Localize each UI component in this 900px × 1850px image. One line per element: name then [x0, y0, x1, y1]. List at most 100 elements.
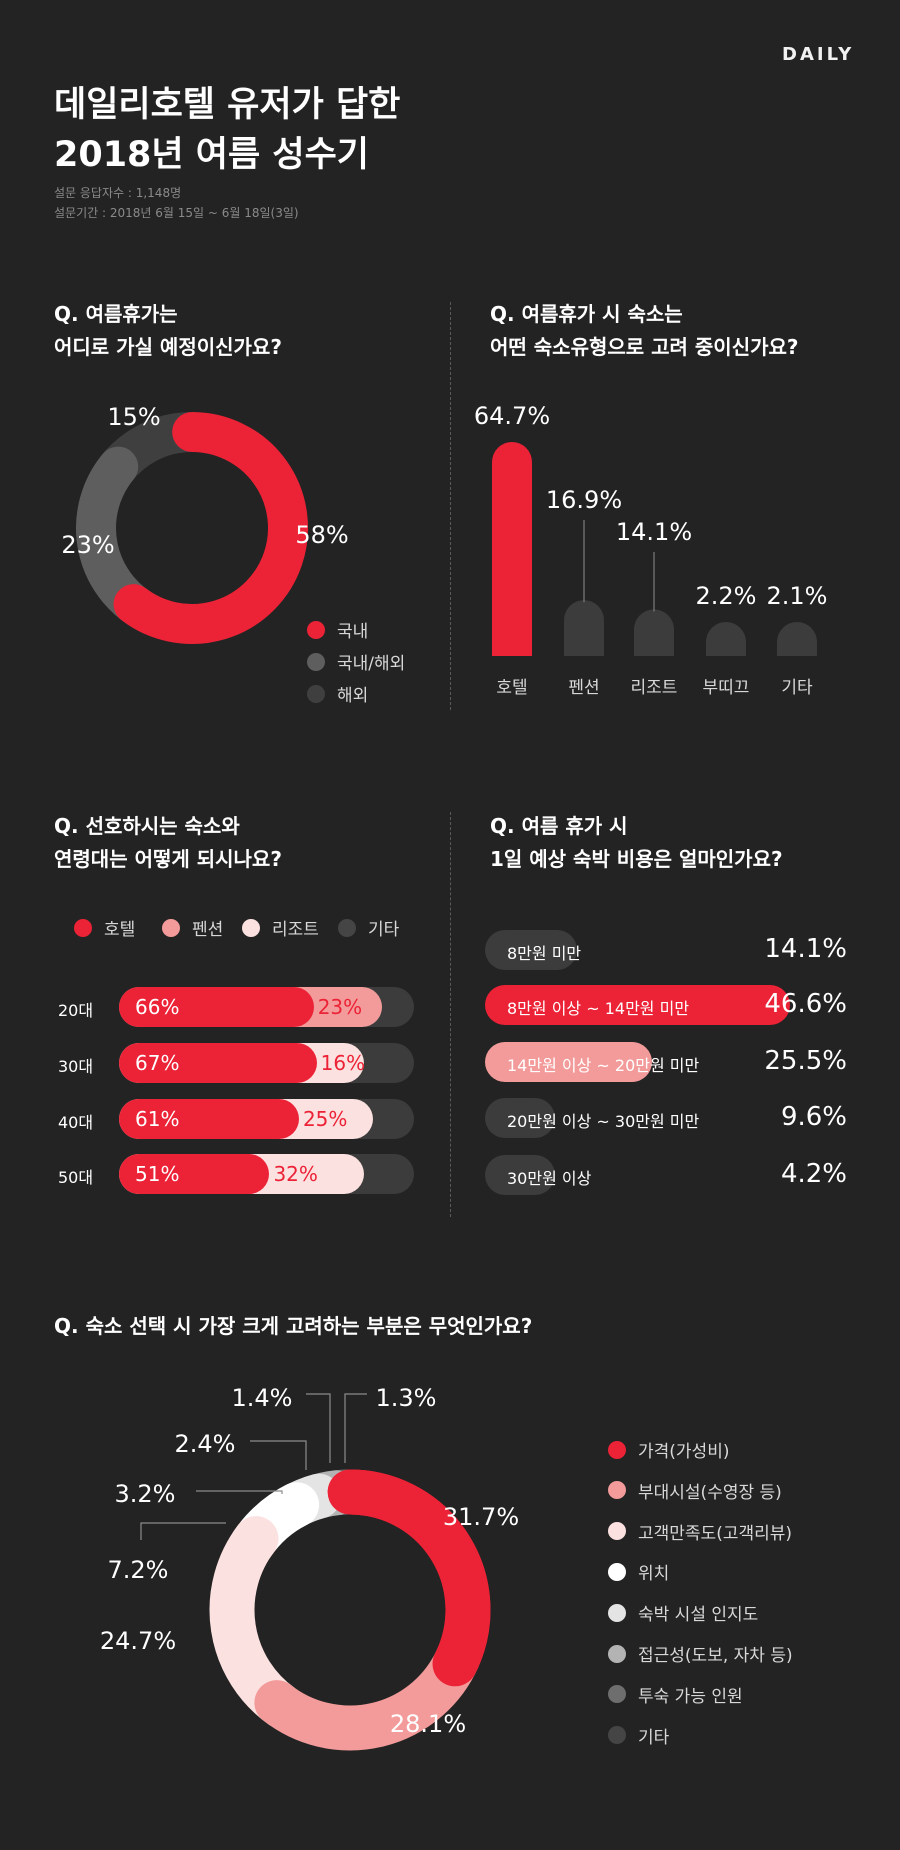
- q4-bar: [485, 930, 578, 970]
- q5-legend-label: 위치: [638, 1564, 670, 1585]
- q1-line-2: 어디로 가실 예정이신가요?: [54, 335, 282, 359]
- q1-label-overseas: 15%: [107, 403, 160, 431]
- q5-label-etc: 1.3%: [376, 1384, 437, 1412]
- q3-legend-pension: 펜션: [162, 915, 223, 940]
- q2-bar-chart: 64.7% 호텔 16.9% 펜션 14.1% 리조트 2.2% 부띠끄 2.1% 기타: [474, 402, 828, 698]
- q3-age-label: 30대: [58, 1057, 94, 1076]
- q4-row: 20만원 이상 ~ 30만원 미만 9.6%: [485, 1098, 847, 1138]
- q5-slice-price-top: [327, 1469, 491, 1681]
- q2-category-label-1: 펜션: [568, 678, 599, 698]
- q2-bar-0: [492, 442, 532, 656]
- q2-bar-2: [634, 609, 674, 656]
- q5-legend-dot: [608, 1685, 626, 1704]
- q2-category-label-2: 리조트: [631, 678, 678, 698]
- q5-legend-label: 숙박 시설 인지도: [638, 1605, 759, 1626]
- q1-legend-label: 국내/해외: [337, 654, 406, 674]
- q1-question: Q. 여름휴가는 어디로 가실 예정이신가요?: [54, 298, 282, 364]
- q3-age-label: 20대: [58, 1001, 94, 1020]
- q2-value-label-0: 64.7%: [474, 402, 550, 430]
- q1-legend-overseas: 해외: [307, 681, 368, 706]
- q5-label-facility: 28.1%: [390, 1710, 466, 1738]
- q3-legend-dot: [162, 918, 180, 937]
- q4-bar-label: 14만원 이상 ~ 20만원 미만: [507, 1056, 700, 1075]
- q3-second-value: 23%: [317, 995, 363, 1019]
- q2-category-label-4: 기타: [781, 678, 813, 698]
- q2-category-label-3: 부띠끄: [703, 678, 750, 698]
- q1-line-1: Q. 여름휴가는: [54, 302, 178, 326]
- q3-bar-track: 51% 32%: [119, 1154, 414, 1194]
- q5-label-location: 7.2%: [108, 1556, 169, 1584]
- q5-legend-dot: [608, 1644, 626, 1663]
- q3-line-1: Q. 선호하시는 숙소와: [54, 814, 240, 838]
- q4-bar: [485, 1098, 555, 1138]
- q4-row: 30만원 이상 4.2%: [485, 1155, 847, 1195]
- q1-donut-chart: 58% 23% 15%: [61, 403, 349, 644]
- q1-legend-label: 해외: [337, 686, 369, 706]
- q3-legend-resort: 리조트: [242, 915, 319, 940]
- q1-legend-domestic: 국내: [307, 617, 368, 642]
- q4-value-label: 46.6%: [764, 989, 847, 1019]
- q5-legend-label: 접근성(도보, 자차 등): [638, 1646, 793, 1666]
- section-divider-top: [450, 302, 451, 710]
- q1-legend-label: 국내: [337, 622, 369, 642]
- q5-legend-dot: [608, 1726, 626, 1745]
- q5-legend-item: 기타: [608, 1723, 669, 1748]
- q3-hotel-value: 61%: [135, 1107, 180, 1131]
- q2-value-label-1: 16.9%: [546, 486, 622, 514]
- q5-slice-1: [254, 1635, 481, 1751]
- q4-question: Q. 여름 휴가 시 1일 예상 숙박 비용은 얼마인가요?: [490, 810, 783, 876]
- q3-bar-track: 61% 25%: [119, 1099, 414, 1139]
- q4-row: 14만원 이상 ~ 20만원 미만 25.5%: [485, 1042, 847, 1082]
- q3-legend-label: 호텔: [104, 920, 136, 940]
- q5-label-review: 24.7%: [100, 1627, 176, 1655]
- q5-legend-item: 숙박 시설 인지도: [608, 1600, 758, 1625]
- q5-legend-item: 투숙 가능 인원: [608, 1682, 743, 1707]
- q1-label-domestic: 58%: [295, 521, 348, 549]
- q5-legend-label: 투숙 가능 인원: [638, 1686, 743, 1707]
- q2-line-2: 어떤 숙소유형으로 고려 중이신가요?: [490, 335, 799, 359]
- q5-leader-lines: [140, 1393, 367, 1540]
- q2-value-label-3: 2.2%: [696, 582, 757, 610]
- q3-question: Q. 선호하시는 숙소와 연령대는 어떻게 되시나요?: [54, 810, 282, 876]
- q1-slice-domestic: [113, 412, 308, 644]
- q3-legend-dot: [242, 918, 260, 937]
- q5-legend-dot: [608, 1481, 626, 1500]
- q3-age-label: 40대: [58, 1113, 94, 1132]
- respondents-count: 설문 응답자수 : 1,148명: [54, 186, 182, 200]
- leader-line-1-4: [306, 1393, 331, 1463]
- q5-legend-dot: [608, 1603, 626, 1622]
- q3-legend-label: 리조트: [272, 920, 319, 940]
- q3-legend-label: 기타: [368, 920, 400, 940]
- leader-line-3-2: [196, 1490, 283, 1494]
- q3-hotel-value: 66%: [135, 995, 180, 1019]
- q3-age-label: 50대: [58, 1168, 94, 1187]
- q3-line-2: 연령대는 어떻게 되시나요?: [54, 847, 282, 871]
- q3-bar-hotel: [119, 1154, 270, 1194]
- q3-legend-dot: [74, 918, 92, 937]
- section-divider-middle: [450, 812, 451, 1217]
- leader-line-1-3: [344, 1393, 367, 1463]
- q2-bar-4: [777, 622, 817, 656]
- q1-label-both: 23%: [61, 531, 114, 559]
- q2-value-label-2: 14.1%: [616, 518, 692, 546]
- q4-bar-label: 30만원 이상: [507, 1169, 592, 1188]
- q4-value-label: 4.2%: [780, 1159, 847, 1189]
- q2-value-label-4: 2.1%: [767, 582, 828, 610]
- q3-legend-hotel: 호텔: [74, 915, 135, 940]
- q5-legend-item: 가격(가성비): [608, 1437, 729, 1462]
- q4-line-1: Q. 여름 휴가 시: [490, 814, 628, 838]
- page-title: 데일리호텔 유저가 답한 2018년 여름 성수기: [54, 80, 400, 180]
- q4-value-label: 9.6%: [780, 1102, 847, 1132]
- q3-bar-hotel: [119, 1043, 317, 1083]
- q4-bar: [485, 985, 790, 1025]
- q3-bar-track: 67% 16%: [119, 1043, 414, 1083]
- q5-slice-price-start: [349, 1469, 384, 1518]
- survey-period: 설문기간 : 2018년 6월 15일 ~ 6월 18일(3일): [54, 206, 299, 220]
- q5-legend-dot: [608, 1562, 626, 1581]
- q1-legend-dot: [307, 652, 325, 671]
- q5-donut-chart: 31.7% 28.1% 24.7% 7.2% 3.2% 2.4% 1.4% 1.…: [100, 1384, 519, 1751]
- q1-legend-dot: [307, 620, 325, 639]
- q3-legend-etc: 기타: [338, 915, 399, 940]
- q1-legend-dot: [307, 684, 325, 703]
- leader-line-7-2: [140, 1522, 226, 1540]
